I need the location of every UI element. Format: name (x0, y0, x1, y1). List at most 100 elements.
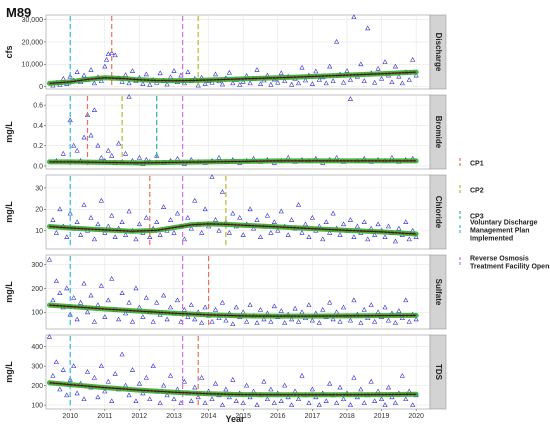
data-point (330, 78, 336, 83)
data-point (71, 363, 77, 368)
trend-line (49, 304, 417, 317)
data-point (226, 69, 232, 75)
y-tick-label: 0 (39, 84, 43, 91)
data-point (123, 310, 129, 316)
legend-label: CP3 (470, 214, 484, 221)
data-point (233, 398, 239, 403)
data-point (91, 236, 97, 242)
legend-item: Reverse Osmosis Treatment Facility Opens (459, 256, 550, 271)
data-point (261, 378, 267, 384)
x-tick-label: 2012 (132, 413, 148, 420)
data-point (278, 398, 284, 403)
data-point (195, 82, 201, 88)
legend-label-line: CP3 (470, 214, 484, 221)
data-point (365, 25, 371, 31)
data-point (351, 234, 357, 239)
legend-item: CP1 (459, 158, 484, 168)
x-axis: 2010 2011 2012 2013 2014 2015 2016 2017 2018 2019… (62, 409, 424, 420)
data-point (161, 204, 167, 209)
facet-strip-label: Sulfate (434, 279, 443, 306)
data-point (212, 307, 219, 312)
data-point (188, 398, 194, 403)
data-point (361, 78, 367, 83)
data-point (271, 303, 277, 309)
data-point (392, 63, 398, 69)
data-point (306, 234, 312, 239)
data-point (50, 373, 56, 378)
data-point (95, 394, 101, 400)
data-point (185, 314, 191, 319)
data-point (327, 299, 333, 305)
data-point (237, 82, 243, 87)
data-point (150, 363, 156, 368)
chart-title: M89 (6, 5, 31, 20)
data-point (379, 76, 385, 81)
data-point (392, 400, 398, 405)
data-point (84, 309, 91, 315)
legend-label: Reverse Osmosis Treatment Facility Opens (470, 256, 550, 271)
data-point (133, 236, 139, 242)
data-point (143, 215, 149, 220)
legend-label-line: Reverse Osmosis (470, 256, 529, 263)
data-point (112, 52, 118, 58)
data-point (178, 400, 184, 405)
x-tick-label: 2010 (62, 413, 78, 420)
data-point (230, 376, 236, 382)
data-point (347, 402, 353, 407)
panel-discharge: 0 10,000 20,000 30,000 cfs Discharge (4, 14, 447, 91)
y-tick-label: 100 (31, 310, 43, 317)
data-point (375, 65, 381, 71)
data-point (171, 396, 177, 402)
data-point (192, 197, 198, 203)
data-point (71, 142, 77, 148)
data-point (399, 80, 405, 86)
y-tick-label: 10,000 (22, 62, 44, 69)
data-point (382, 402, 388, 407)
data-point (330, 316, 336, 322)
data-point (154, 219, 160, 224)
y-tick-label: 300 (31, 262, 43, 269)
y-tick-label: 10 (35, 228, 43, 235)
data-point (157, 232, 163, 237)
data-point (295, 396, 302, 402)
data-point (64, 285, 70, 291)
data-point (105, 147, 111, 153)
data-point (185, 69, 191, 74)
data-point (372, 398, 378, 403)
data-point (247, 206, 253, 212)
data-point (309, 215, 315, 220)
data-point (306, 302, 312, 307)
trend-line (49, 223, 417, 235)
data-point (340, 79, 347, 85)
panel-background (45, 174, 431, 250)
data-point (129, 68, 136, 73)
data-point (323, 219, 329, 224)
legend-label-line: Management Plan (470, 228, 530, 235)
data-point (354, 223, 360, 229)
legend-label-line: CP2 (470, 188, 484, 195)
data-point (140, 81, 146, 86)
data-point (330, 210, 336, 216)
data-point (88, 292, 94, 298)
data-point (150, 318, 156, 324)
data-point (361, 400, 367, 405)
data-point (102, 388, 108, 394)
panel-background (45, 94, 431, 170)
data-point (199, 374, 205, 380)
facet-strip (429, 94, 447, 170)
data-point (171, 230, 177, 235)
data-point (161, 382, 167, 388)
data-point (102, 63, 108, 69)
data-point (257, 81, 264, 86)
data-point (316, 402, 322, 407)
data-point (226, 230, 232, 235)
y-tick-label: 30 (35, 185, 43, 192)
y-tick-label: 200 (31, 286, 43, 293)
data-point (64, 234, 70, 239)
data-point (74, 316, 80, 322)
data-point (88, 132, 94, 138)
data-point (209, 174, 215, 179)
data-point (136, 380, 142, 386)
data-point (140, 314, 146, 319)
